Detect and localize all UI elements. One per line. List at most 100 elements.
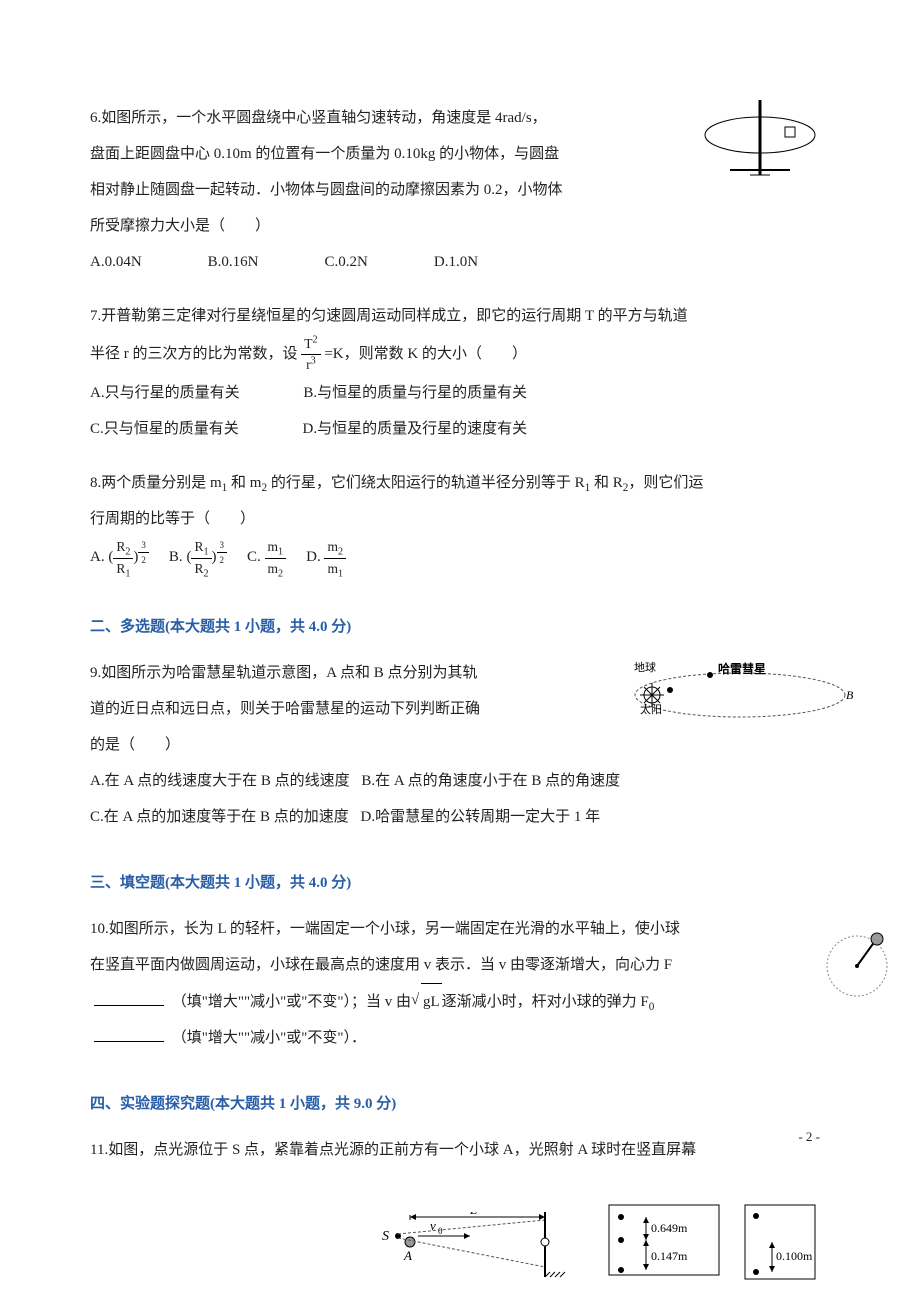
- q9-opt-a: A.在 A 点的线速度大于在 B 点的线速度: [90, 773, 350, 789]
- q9-row1: A.在 A 点的线速度大于在 B 点的线速度 B.在 A 点的角速度小于在 B …: [90, 763, 830, 799]
- q6-opt-c: C.0.2N: [325, 244, 368, 280]
- q11-stem: 11.如图，点光源位于 S 点，紧靠着点光源的正前方有一个小球 A，光照射 A …: [90, 1132, 830, 1168]
- q8-b-pref: B.: [169, 550, 183, 566]
- q8c-m2s: 2: [278, 568, 283, 579]
- question-9: 地球 太阳 哈雷彗星 B 9.如图所示为哈雷慧星轨道示意图，A 点和 B 点分别…: [90, 655, 830, 835]
- q8-d-pref: D.: [306, 550, 321, 566]
- q6-line4: 所受摩擦力大小是（ ）: [90, 208, 830, 244]
- section-2-title: 二、多选题(本大题共 1 小题，共 4.0 分): [90, 609, 830, 645]
- q8d-m1: m: [327, 561, 338, 576]
- q7-opt-b: B.与恒星的质量与行星的质量有关: [303, 385, 527, 401]
- q8d-m1s: 1: [338, 568, 343, 579]
- q8-opt-b: B. (R1R2)32: [169, 537, 227, 578]
- svg-text:S: S: [382, 1229, 389, 1244]
- q7-opt-d: D.与恒星的质量及行星的速度有关: [303, 421, 528, 437]
- q10-seg1: （填"增大""减小"或"不变"）；当 v 由: [172, 994, 411, 1010]
- orbit-figure: 地球 太阳 哈雷彗星 B: [630, 655, 860, 725]
- rod-ball-figure: [825, 921, 890, 1011]
- q8-options: A. (R2R1)32 B. (R1R2)32 C. m1m2 D. m2m1: [90, 537, 830, 578]
- disk-figure: [690, 100, 830, 190]
- q8-opt-c: C. m1m2: [247, 537, 286, 578]
- fig11-left: S A v0 L: [380, 1212, 590, 1282]
- q8d-m2s: 2: [338, 547, 343, 558]
- q7-opt-c: C.只与恒星的质量有关: [90, 421, 239, 437]
- question-7: 7.开普勒第三定律对行星绕恒星的匀速圆周运动同样成立，即它的运行周期 T 的平方…: [90, 298, 830, 447]
- q10-l2: 在竖直平面内做圆周运动，小球在最高点的速度用 v 表示．当 v 由零逐渐增大，向…: [90, 947, 830, 983]
- q8a-r1: R: [116, 561, 125, 576]
- q8-m3: 和 R: [590, 475, 623, 491]
- q8a-pt: 3: [138, 538, 149, 554]
- q10-l3: （填"增大""减小"或"不变"）；当 v 由 gL逐渐减小时，杆对小球的弹力 F0: [90, 983, 830, 1020]
- q8-opt-d: D. m2m1: [306, 537, 346, 578]
- label-earth: 地球: [634, 660, 656, 674]
- q9-opt-c: C.在 A 点的加速度等于在 B 点的加速度: [90, 809, 349, 825]
- q9-row2: C.在 A 点的加速度等于在 B 点的加速度 D.哈雷慧星的公转周期一定大于 1…: [90, 799, 830, 835]
- q8-a-pref: A.: [90, 550, 105, 566]
- q8-l1a: 8.两个质量分别是 m: [90, 475, 222, 491]
- q7-opt-a: A.只与行星的质量有关: [90, 385, 240, 401]
- q7-seg1: 半径 r 的三次方的比为常数，设: [90, 346, 298, 362]
- q6-opt-b: B.0.16N: [208, 244, 259, 280]
- q8-line1: 8.两个质量分别是 m1 和 m2 的行星，它们绕太阳运行的轨道半径分别等于 R…: [90, 465, 830, 501]
- question-8: 8.两个质量分别是 m 1 和 m 2 的行星，它们绕太阳运行的轨道半径分别等于 R…: [90, 465, 830, 578]
- q7-frac-top-sup: 2: [313, 335, 318, 346]
- q8-opt-a: A. (R2R1)32: [90, 537, 149, 578]
- q9-opt-d: D.哈雷慧星的公转周期一定大于 1 年: [361, 809, 601, 825]
- svg-text:0: 0: [438, 1226, 443, 1236]
- label-b: B: [846, 688, 854, 702]
- q8d-m2: m: [327, 539, 338, 554]
- blank-1[interactable]: [94, 991, 164, 1006]
- label-sun: 太阳: [640, 703, 662, 716]
- q7-fraction: T2 r3: [301, 334, 320, 375]
- svg-text:0.147m: 0.147m: [651, 1249, 688, 1263]
- label-comet: 哈雷彗星: [718, 661, 766, 676]
- q8a-r2s: 2: [125, 547, 130, 558]
- q8a-r2: R: [116, 539, 125, 554]
- q7-frac-bot-sup: 3: [311, 356, 316, 367]
- q7-line2: 半径 r 的三次方的比为常数，设 T2 r3 =K，则常数 K 的大小（ ）: [90, 334, 830, 375]
- question-11: 11.如图，点光源位于 S 点，紧靠着点光源的正前方有一个小球 A，光照射 A …: [90, 1132, 830, 1168]
- q8b-r1s: 1: [203, 547, 208, 558]
- section-3-title: 三、填空题(本大题共 1 小题，共 4.0 分): [90, 865, 830, 901]
- q6-opt-d: D.1.0N: [434, 244, 478, 280]
- question-6: 6.如图所示，一个水平圆盘绕中心竖直轴匀速转动，角速度是 4rad/s， 盘面上…: [90, 100, 830, 280]
- svg-text:0.649m: 0.649m: [651, 1221, 688, 1235]
- q8c-m1: m: [268, 539, 279, 554]
- q6-options: A.0.04N B.0.16N C.0.2N D.1.0N: [90, 244, 830, 280]
- q8a-pb: 2: [138, 553, 149, 568]
- q8c-m2: m: [268, 561, 279, 576]
- page-number: - 2 -: [798, 1121, 820, 1152]
- q6-opt-a: A.0.04N: [90, 244, 142, 280]
- sqrt-gl: gL: [421, 983, 442, 1020]
- q10-l4t: （填"增大""减小"或"不变"）．: [172, 1030, 366, 1046]
- svg-text:L: L: [469, 1212, 477, 1217]
- svg-text:A: A: [403, 1248, 412, 1263]
- q7-line1: 7.开普勒第三定律对行星绕恒星的匀速圆周运动同样成立，即它的运行周期 T 的平方…: [90, 298, 830, 334]
- blank-2[interactable]: [94, 1027, 164, 1042]
- section-4-title: 四、实验题探究题(本大题共 1 小题，共 9.0 分): [90, 1086, 830, 1122]
- q8b-r2s: 2: [203, 568, 208, 579]
- q8-m4: ，则它们运: [628, 475, 703, 491]
- q8b-pt: 3: [217, 538, 228, 554]
- q8c-m1s: 1: [278, 547, 283, 558]
- q8-c-pref: C.: [247, 550, 261, 566]
- q10-l4: （填"增大""减小"或"不变"）．: [90, 1020, 830, 1056]
- q7-options-row1: A.只与行星的质量有关 B.与恒星的质量与行星的质量有关: [90, 375, 830, 411]
- q9-opt-b: B.在 A 点的角速度小于在 B 点的角速度: [361, 773, 620, 789]
- q9-line3: 的是（ ）: [90, 727, 830, 763]
- svg-text:0.100m: 0.100m: [776, 1249, 813, 1263]
- q8a-r1s: 1: [125, 568, 130, 579]
- q7-frac-top: T: [304, 336, 312, 351]
- q10-sub0: 0: [649, 1001, 655, 1013]
- q8b-pb: 2: [217, 553, 228, 568]
- fig11-mid: 0.649m 0.147m: [606, 1202, 726, 1282]
- q7-seg2: =K，则常数 K 的大小（ ）: [324, 346, 527, 362]
- q10-seg2: 逐渐减小时，杆对小球的弹力 F: [442, 994, 649, 1010]
- q8-m2: 的行星，它们绕太阳运行的轨道半径分别等于 R: [267, 475, 585, 491]
- fig11-right: 0.100m: [742, 1202, 832, 1282]
- q7-options-row2: C.只与恒星的质量有关 D.与恒星的质量及行星的速度有关: [90, 411, 830, 447]
- q10-l1: 10.如图所示，长为 L 的轻杆，一端固定一个小球，另一端固定在光滑的水平轴上，…: [90, 911, 830, 947]
- q8-line2: 行周期的比等于（ ）: [90, 501, 830, 537]
- bottom-figures: S A v0 L 0.649m 0.147m 0.100m: [380, 1202, 832, 1282]
- q8-m1: 和 m: [227, 475, 261, 491]
